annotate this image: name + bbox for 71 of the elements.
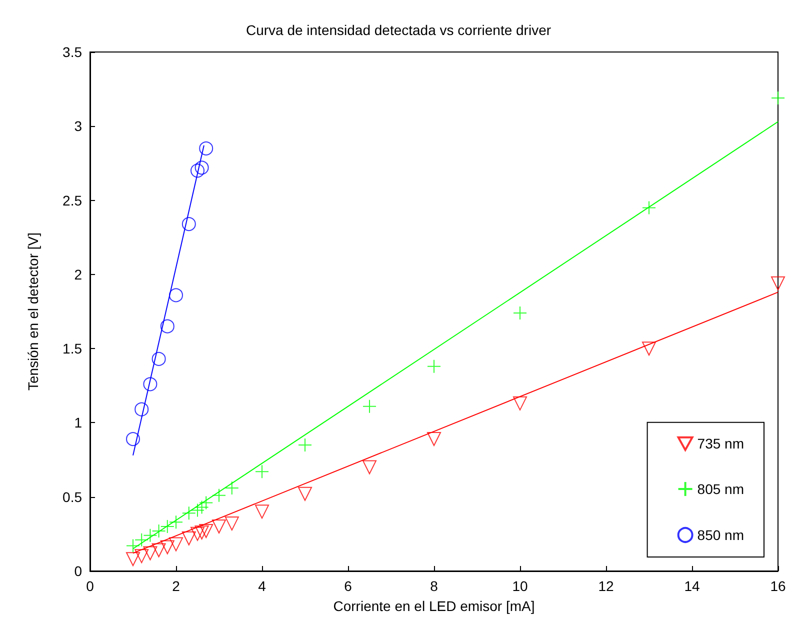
point bbox=[771, 276, 785, 290]
point bbox=[143, 377, 158, 392]
y-tick-label: 0 bbox=[74, 563, 82, 579]
point bbox=[152, 543, 166, 558]
point bbox=[199, 141, 214, 156]
x-tick-label: 8 bbox=[430, 578, 438, 594]
x-axis-title: Corriente en el LED emisor [mA] bbox=[333, 598, 535, 614]
point bbox=[190, 164, 204, 178]
point bbox=[182, 217, 196, 232]
point bbox=[224, 516, 239, 531]
point bbox=[169, 515, 183, 530]
legend-label: 850 nm bbox=[697, 527, 744, 543]
point bbox=[190, 526, 204, 541]
point bbox=[182, 506, 196, 520]
point bbox=[194, 500, 209, 514]
point bbox=[199, 496, 214, 510]
point bbox=[182, 531, 196, 546]
point bbox=[134, 549, 149, 564]
point bbox=[194, 525, 209, 540]
y-tick-label: 0.5 bbox=[62, 488, 82, 505]
x-tick-label: 10 bbox=[512, 578, 528, 594]
point bbox=[190, 503, 204, 518]
point bbox=[169, 537, 183, 552]
x-tick-label: 0 bbox=[86, 578, 94, 594]
point bbox=[160, 319, 174, 334]
point bbox=[224, 480, 239, 495]
point bbox=[513, 306, 527, 320]
x-tick-label: 6 bbox=[344, 578, 352, 594]
point bbox=[642, 342, 656, 356]
point bbox=[255, 464, 269, 479]
point bbox=[298, 486, 312, 501]
point bbox=[212, 520, 226, 534]
point bbox=[126, 432, 140, 446]
point bbox=[160, 520, 174, 534]
point bbox=[152, 524, 166, 538]
point bbox=[362, 460, 376, 474]
y-axis-title: Tensión en el detector [V] bbox=[25, 232, 41, 390]
y-tick-label: 1 bbox=[74, 414, 82, 431]
legend-label: 735 nm bbox=[697, 436, 744, 452]
legend-label: 805 nm bbox=[697, 481, 744, 497]
point bbox=[199, 524, 214, 538]
point bbox=[513, 396, 527, 410]
y-tick-label: 2 bbox=[74, 266, 82, 282]
point bbox=[298, 438, 312, 452]
point bbox=[194, 160, 209, 175]
point bbox=[362, 399, 376, 414]
point bbox=[642, 200, 656, 215]
point bbox=[212, 488, 226, 502]
point bbox=[771, 90, 785, 105]
point bbox=[134, 402, 149, 416]
y-tick-label: 3 bbox=[74, 118, 82, 134]
point bbox=[255, 504, 269, 519]
y-tick-label: 2.5 bbox=[62, 192, 82, 208]
point bbox=[126, 538, 140, 553]
point bbox=[143, 546, 158, 560]
point bbox=[160, 540, 174, 554]
x-tick-label: 12 bbox=[598, 578, 614, 594]
point bbox=[427, 359, 441, 374]
x-tick-label: 4 bbox=[258, 578, 266, 594]
point bbox=[126, 552, 140, 566]
y-tick-label: 1.5 bbox=[62, 340, 82, 357]
point bbox=[427, 432, 441, 446]
y-tick-label: 3.5 bbox=[62, 44, 82, 60]
point bbox=[152, 352, 166, 366]
chart-title: Curva de intensidad detectada vs corriente driver bbox=[246, 22, 552, 38]
x-tick-label: 14 bbox=[684, 578, 700, 594]
point bbox=[143, 528, 158, 542]
x-tick-label: 2 bbox=[172, 578, 180, 594]
x-tick-label: 16 bbox=[770, 578, 786, 594]
point bbox=[169, 288, 183, 302]
point bbox=[134, 532, 149, 547]
